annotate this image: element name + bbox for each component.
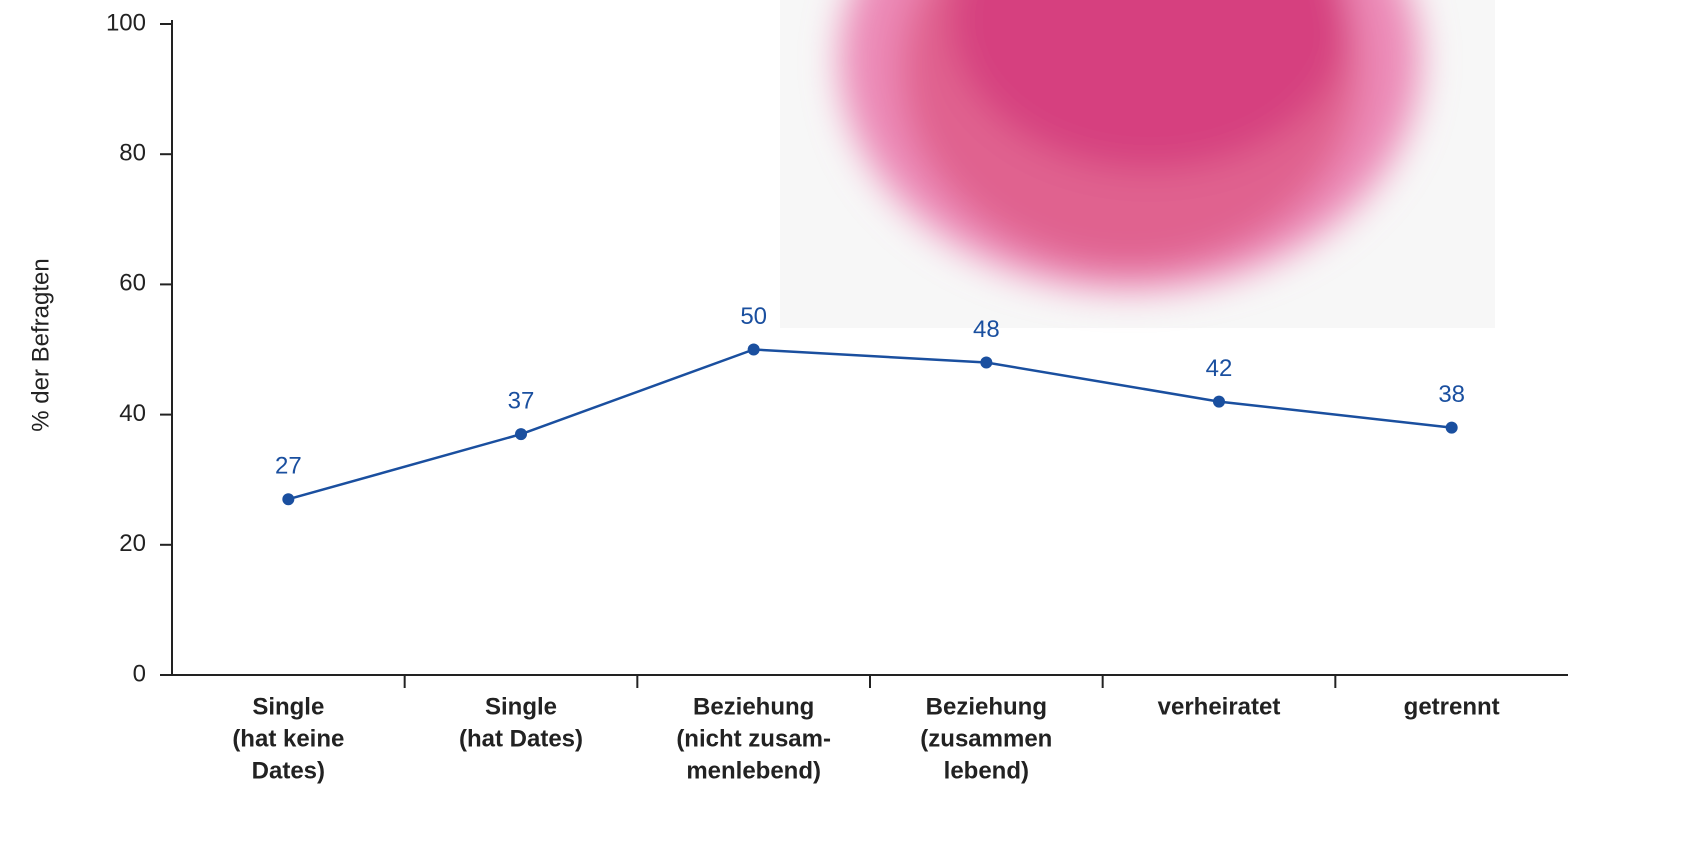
x-tick-label: (zusammen: [920, 725, 1052, 752]
x-tick-label: menlebend): [686, 757, 821, 784]
y-tick-label: 0: [133, 660, 146, 687]
point: [980, 357, 992, 369]
y-tick-label: 100: [106, 9, 146, 36]
x-tick-label: (hat Dates): [459, 725, 583, 752]
chart: % der Befragten 0 20 40 60 80 100 Single (hat k…: [0, 0, 1693, 858]
x-tick-label: Beziehung: [926, 693, 1047, 720]
y-tick-label: 20: [119, 530, 146, 557]
point: [1446, 422, 1458, 434]
x-tick-label: Single: [485, 693, 557, 720]
y-tick-label: 40: [119, 400, 146, 427]
y-tick-label: 60: [119, 270, 146, 297]
value-label: 38: [1438, 381, 1465, 408]
value-label: 27: [275, 453, 302, 480]
decoration: [780, 0, 1495, 328]
value-label: 50: [740, 303, 767, 330]
x-tick-label: verheiratet: [1158, 693, 1281, 720]
value-label: 42: [1206, 355, 1233, 382]
value-label: 48: [973, 316, 1000, 343]
x-tick-label: (nicht zusam-: [676, 725, 831, 752]
value-label: 37: [508, 387, 535, 414]
point: [1213, 396, 1225, 408]
point: [748, 344, 760, 356]
point: [515, 428, 527, 440]
y-axis-label: % der Befragten: [27, 258, 54, 431]
point: [282, 493, 294, 505]
x-tick-label: lebend): [944, 757, 1029, 784]
line: [288, 350, 1451, 500]
x-tick-label: (hat keine: [232, 725, 344, 752]
page: % der Befragten 0 20 40 60 80 100 Single (hat k…: [0, 0, 1693, 858]
y-tick-label: 80: [119, 140, 146, 167]
x-tick-label: Single: [252, 693, 324, 720]
x-tick-label: Dates): [252, 757, 325, 784]
x-tick-label: Beziehung: [693, 693, 814, 720]
x-tick-label: getrennt: [1404, 693, 1500, 720]
